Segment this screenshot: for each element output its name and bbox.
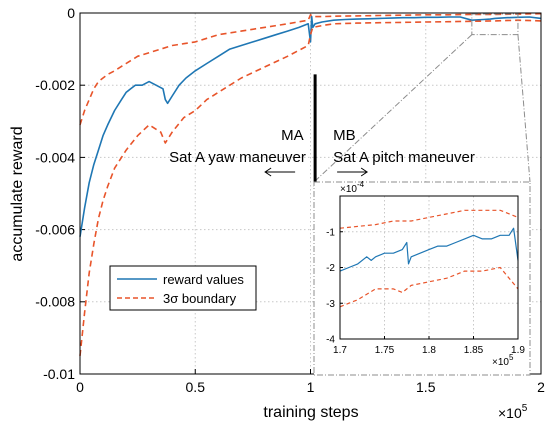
x-exponent-label: ×105 <box>498 403 528 421</box>
inset-x-tick-label: 1.8 <box>422 345 436 356</box>
legend-label-reward: reward values <box>163 272 244 287</box>
inset-y-tick-label: -2 <box>326 263 335 274</box>
inset-plot-frame <box>339 195 519 340</box>
mb-label: MB <box>333 127 356 144</box>
zoom-region-box <box>471 13 519 36</box>
series-line-0 <box>79 15 542 237</box>
mb-description: Sat A pitch maneuver <box>333 149 475 166</box>
y-tick-label: 0 <box>67 5 75 21</box>
inset-x-tick-label: 1.75 <box>375 345 395 356</box>
x-tick-label: 0 <box>76 379 84 395</box>
inset-y-tick-label: -4 <box>326 335 335 346</box>
y-tick-label: -0.008 <box>35 294 75 310</box>
zoom-connector-left <box>313 34 473 183</box>
inset-series-line-1 <box>339 209 519 229</box>
zoom-connector-right <box>517 34 531 183</box>
inset-y-tick-label: -3 <box>326 299 335 310</box>
y-axis-label: accumulate reward <box>9 126 26 261</box>
y-tick-label: -0.004 <box>35 149 75 165</box>
x-tick-label: 2 <box>537 379 545 395</box>
inset-series-line-0 <box>339 227 519 272</box>
inset-plot: 1.7 1.75 1.8 1.85 1.9 -4 -3 -2 -1 ×10-4 ×105 <box>313 180 531 376</box>
x-axis-label: training steps <box>263 404 358 421</box>
series-line-2 <box>79 19 542 356</box>
arrow-right-head-icon <box>360 167 369 177</box>
x-tick-label: 0.5 <box>186 379 206 395</box>
inset-x-exponent: ×105 <box>492 353 514 368</box>
x-tick-label: 1 <box>307 379 315 395</box>
arrow-left-head-icon <box>264 167 272 177</box>
inset-x-tick-label: 1.9 <box>511 345 525 356</box>
inset-series-line-2 <box>339 266 519 308</box>
inset-x-tick-label: 1.85 <box>464 345 484 356</box>
inset-x-tick-label: 1.7 <box>333 345 347 356</box>
ma-description: Sat A yaw maneuver <box>169 149 306 166</box>
legend-box <box>109 265 257 311</box>
legend: reward values 3σ boundary <box>109 265 257 311</box>
legend-label-boundary: 3σ boundary <box>163 291 237 306</box>
y-tick-label: -0.002 <box>35 77 75 93</box>
annotations: MA Sat A yaw maneuver MB Sat A pitch man… <box>169 74 475 187</box>
inset-y-exponent: ×10-4 <box>340 180 365 195</box>
inset-y-tick-label: -1 <box>326 227 335 238</box>
plot-frame <box>79 12 542 375</box>
y-tick-label: -0.01 <box>43 366 75 382</box>
ma-label: MA <box>281 127 304 144</box>
y-tick-label: -0.006 <box>35 222 75 238</box>
x-tick-label: 1.5 <box>416 379 436 395</box>
